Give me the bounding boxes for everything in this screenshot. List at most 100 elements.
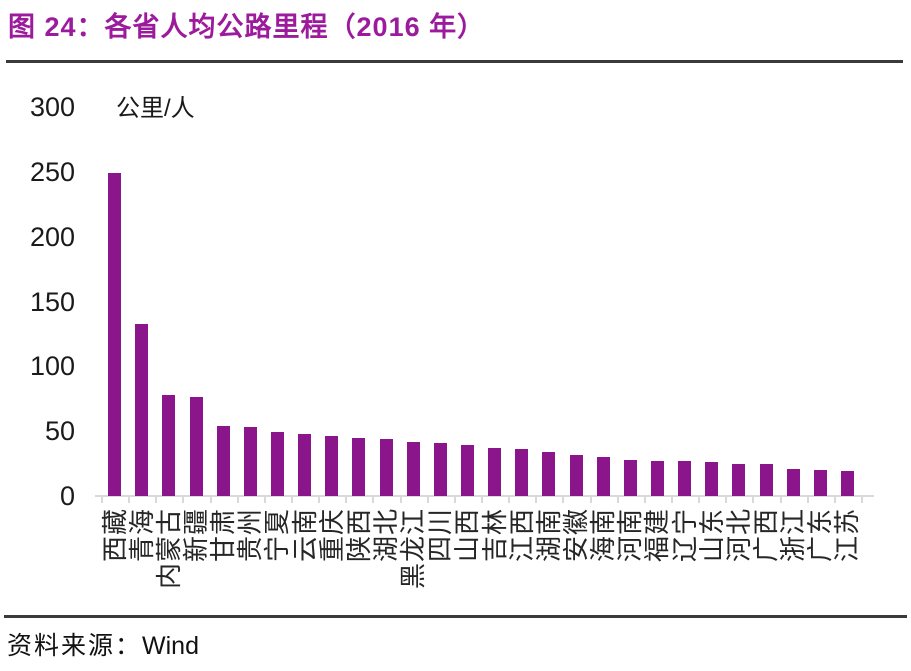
- x-axis-label: 湖北: [371, 508, 401, 563]
- y-axis-tick-label: 50: [44, 416, 75, 447]
- x-axis-tick: [345, 496, 348, 503]
- x-axis-label: 吉林: [479, 508, 510, 563]
- x-axis-tick: [481, 496, 483, 503]
- x-axis-tick: [779, 496, 782, 503]
- bar-河北: [732, 463, 746, 496]
- x-axis-tick: [318, 496, 321, 503]
- bar-黑龙江: [406, 441, 420, 496]
- x-axis-tick: [562, 496, 565, 503]
- x-axis-tick: [698, 496, 701, 503]
- bar-内蒙古: [162, 394, 176, 496]
- x-axis-tick: [725, 496, 728, 503]
- x-axis-label: 广西: [751, 508, 781, 563]
- x-axis-label: 青海: [126, 508, 157, 563]
- bar-辽宁: [678, 461, 692, 496]
- x-axis-tick: [128, 496, 131, 503]
- bar-新疆: [189, 397, 203, 496]
- bar-海南: [596, 457, 610, 496]
- bar-江西: [515, 449, 529, 496]
- source-line: 资料来源：Wind: [7, 626, 199, 662]
- bar-浙江: [786, 468, 800, 496]
- bar-云南: [298, 433, 312, 496]
- bar-安徽: [569, 454, 583, 496]
- x-axis-label: 河北: [723, 508, 754, 563]
- footer-divider: [4, 615, 907, 618]
- bar-湖南: [542, 451, 556, 496]
- bar-重庆: [325, 436, 339, 496]
- bar-贵州: [243, 427, 257, 496]
- x-axis-label: 浙江: [778, 508, 809, 563]
- bar-西藏: [108, 173, 122, 496]
- x-axis-tick: [616, 496, 619, 503]
- bar-江苏: [840, 471, 854, 496]
- x-axis-label: 西藏: [99, 508, 130, 563]
- x-axis-label: 安徽: [561, 508, 591, 563]
- bar-宁夏: [270, 432, 284, 496]
- x-axis-tick: [453, 496, 456, 503]
- x-axis-tick: [155, 496, 158, 503]
- x-axis-label: 陕西: [343, 508, 374, 563]
- x-axis-label: 广东: [805, 508, 836, 563]
- x-axis-tick: [236, 496, 239, 503]
- x-axis-label: 新疆: [181, 508, 211, 563]
- bar-四川: [433, 442, 447, 496]
- x-axis-label: 贵州: [235, 508, 266, 563]
- x-axis-label: 河南: [615, 508, 646, 563]
- y-axis-tick-label: 300: [29, 92, 75, 122]
- source-value: Wind: [142, 632, 199, 660]
- bar-山西: [460, 445, 474, 496]
- x-axis-tick: [182, 496, 185, 503]
- bar-山东: [705, 462, 719, 496]
- x-axis-tick: [833, 496, 836, 503]
- x-axis-tick: [372, 496, 375, 503]
- y-axis-tick-label: 150: [29, 286, 75, 317]
- x-axis-tick: [101, 496, 103, 503]
- x-axis-tick: [291, 496, 293, 503]
- x-axis-label: 四川: [425, 508, 456, 563]
- figure-title: 图 24：各省人均公路里程（2016 年）: [8, 12, 486, 42]
- x-axis-tick: [643, 496, 646, 503]
- x-axis-label: 重庆: [316, 508, 347, 563]
- x-axis-label: 福建: [642, 508, 673, 563]
- x-axis-tick: [861, 496, 863, 503]
- x-axis-tick: [752, 496, 755, 503]
- bar-广东: [813, 470, 827, 496]
- x-axis-label: 云南: [289, 508, 320, 563]
- bar-福建: [650, 461, 664, 496]
- x-axis-tick: [671, 496, 673, 503]
- x-axis-label: 甘肃: [208, 508, 239, 563]
- x-axis-label: 湖南: [533, 508, 564, 563]
- x-axis-tick: [508, 496, 511, 503]
- title-divider: [6, 60, 903, 63]
- y-axis-unit-label: 公里/人: [116, 95, 195, 122]
- source-label: 资料来源：: [7, 633, 143, 660]
- x-axis-label: 辽宁: [669, 508, 700, 563]
- x-axis-label: 黑龙江: [398, 508, 429, 590]
- x-axis-tick: [209, 496, 212, 503]
- x-axis-line: [95, 495, 874, 497]
- x-axis-tick: [426, 496, 429, 503]
- bar-湖北: [379, 438, 393, 496]
- x-axis-tick: [589, 496, 592, 503]
- bar-青海: [135, 323, 149, 496]
- x-axis-tick: [535, 496, 538, 503]
- x-axis-label: 江西: [506, 508, 537, 563]
- y-axis-tick-label: 0: [59, 481, 75, 511]
- x-axis-label: 海南: [588, 508, 619, 563]
- bar-河南: [623, 459, 637, 496]
- bar-甘肃: [216, 425, 230, 496]
- y-axis-tick-label: 100: [29, 351, 75, 382]
- x-axis-label: 江苏: [832, 508, 863, 563]
- bar-吉林: [488, 448, 502, 496]
- bar-陕西: [352, 437, 366, 496]
- x-axis-label: 内蒙古: [153, 508, 184, 590]
- x-axis-tick: [806, 496, 809, 503]
- x-axis-label: 山西: [452, 508, 483, 563]
- bar-广西: [759, 463, 773, 496]
- y-axis-tick-label: 250: [29, 156, 75, 187]
- x-axis-label: 山东: [696, 508, 727, 563]
- y-axis-tick-label: 200: [29, 221, 75, 252]
- x-axis-tick: [263, 496, 266, 503]
- x-axis-label: 宁夏: [262, 508, 293, 563]
